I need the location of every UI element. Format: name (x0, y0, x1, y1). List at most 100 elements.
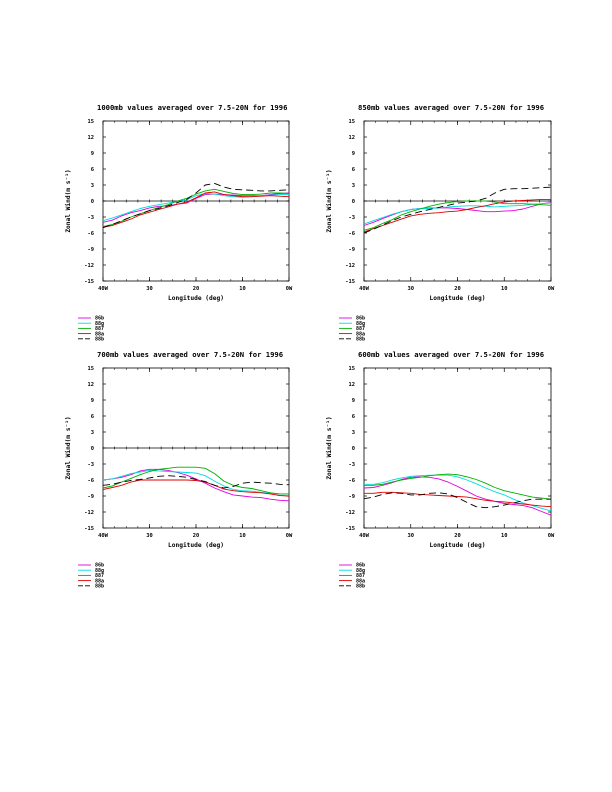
y-tick-label: -6 (349, 478, 356, 484)
y-tick-label: -3 (349, 215, 356, 221)
x-axis-label: Longitude (deg) (168, 294, 224, 302)
y-axis-label: Zonal Wind(m s⁻¹) (325, 169, 333, 232)
legend-label-88b: 88b (95, 584, 104, 590)
x-tick-label: 30 (146, 533, 153, 539)
y-tick-label: 0 (352, 446, 355, 452)
x-axis-label: Longitude (deg) (430, 294, 486, 302)
y-tick-label: 6 (352, 414, 355, 420)
x-tick-label: 20 (454, 533, 461, 539)
x-tick-label: 20 (454, 286, 461, 292)
y-tick-label: 6 (352, 167, 355, 173)
y-tick-label: -6 (88, 231, 95, 237)
x-tick-label: 0W (548, 286, 555, 292)
x-tick-label: 40W (359, 286, 369, 292)
legend-label-88b: 88b (356, 584, 365, 590)
y-tick-label: -12 (84, 510, 94, 516)
y-tick-label: -9 (349, 494, 356, 500)
legend-label-86b: 86b (95, 316, 104, 322)
y-tick-label: 0 (91, 199, 94, 205)
y-tick-label: -12 (345, 510, 355, 516)
series-line-88g (102, 469, 289, 495)
x-axis-label: Longitude (deg) (168, 541, 224, 549)
y-tick-label: 3 (352, 430, 355, 436)
y-tick-label: 15 (88, 366, 95, 372)
y-tick-label: 0 (91, 446, 94, 452)
x-tick-label: 40W (359, 533, 369, 539)
y-tick-label: 9 (352, 398, 355, 404)
legend-label-887: 887 (356, 326, 365, 332)
series-line-887 (102, 466, 289, 495)
y-tick-label: 12 (88, 382, 95, 388)
legend-label-86b: 86b (356, 316, 365, 322)
legend-label-887: 887 (95, 573, 104, 579)
y-axis-label: Zonal Wind(m s⁻¹) (325, 416, 333, 479)
series-line-88b (363, 186, 552, 234)
y-axis-label: Zonal Wind(m s⁻¹) (64, 416, 72, 479)
x-tick-label: 30 (146, 286, 153, 292)
y-tick-label: -9 (88, 494, 95, 500)
x-tick-label: 30 (408, 286, 415, 292)
legend-label-88a: 88a (356, 331, 365, 337)
y-axis-label: Zonal Wind(m s⁻¹) (64, 169, 72, 232)
chart-panel-1: 1000mb values averaged over 7.5-20N for … (64, 103, 293, 343)
legend-label-88a: 88a (95, 331, 104, 337)
x-axis-label: Longitude (deg) (430, 541, 486, 549)
legend-label-887: 887 (356, 573, 365, 579)
y-tick-label: 12 (88, 135, 95, 141)
series-line-88b (102, 475, 290, 489)
x-tick-label: 10 (239, 286, 246, 292)
series-line-88b (102, 182, 290, 229)
series-line-887 (363, 200, 552, 231)
y-tick-label: -12 (84, 263, 94, 269)
x-tick-label: 30 (408, 533, 415, 539)
y-tick-label: -9 (88, 247, 95, 253)
y-tick-label: -6 (349, 231, 356, 237)
series-line-88a (102, 191, 290, 228)
y-tick-label: -3 (88, 462, 95, 468)
x-tick-label: 20 (193, 286, 200, 292)
legend-label-88g: 88g (356, 321, 365, 327)
chart-panel-2: 850mb values averaged over 7.5-20N for 1… (325, 103, 555, 343)
x-tick-label: 10 (501, 286, 508, 292)
x-tick-label: 40W (98, 533, 108, 539)
y-tick-label: 9 (91, 398, 94, 404)
chart-title: 850mb values averaged over 7.5-20N for 1… (358, 103, 544, 112)
series-line-88a (363, 198, 551, 233)
chart-panel-3: 700mb values averaged over 7.5-20N for 1… (64, 350, 293, 590)
x-tick-label: 0W (286, 533, 293, 539)
chart-title: 600mb values averaged over 7.5-20N for 1… (358, 350, 544, 359)
x-tick-label: 10 (501, 533, 508, 539)
series-line-88g (363, 202, 552, 225)
y-tick-label: 15 (349, 119, 356, 125)
y-tick-label: 15 (349, 366, 356, 372)
y-tick-label: -6 (88, 478, 95, 484)
legend-label-88g: 88g (95, 568, 104, 574)
series-line-887 (364, 473, 552, 500)
y-tick-label: -15 (345, 279, 355, 285)
y-tick-label: 15 (88, 119, 95, 125)
y-tick-label: 12 (349, 382, 356, 388)
y-tick-label: 9 (91, 151, 94, 157)
legend-label-88a: 88a (356, 578, 365, 584)
legend-label-88g: 88g (95, 321, 104, 327)
chart-title: 1000mb values averaged over 7.5-20N for … (97, 103, 287, 112)
y-tick-label: 3 (91, 183, 94, 189)
y-tick-label: 3 (91, 430, 94, 436)
legend-label-88a: 88a (95, 578, 104, 584)
y-tick-label: -9 (349, 247, 356, 253)
y-tick-label: -3 (349, 462, 356, 468)
x-tick-label: 20 (193, 533, 200, 539)
y-tick-label: 6 (91, 414, 94, 420)
y-tick-label: 3 (352, 183, 355, 189)
y-tick-label: 12 (349, 135, 356, 141)
y-tick-label: -15 (84, 526, 94, 532)
x-tick-label: 0W (548, 533, 555, 539)
legend-label-86b: 86b (95, 563, 104, 569)
series-line-88a (364, 491, 552, 508)
x-tick-label: 0W (286, 286, 293, 292)
chart-title: 700mb values averaged over 7.5-20N for 1… (97, 350, 283, 359)
x-tick-label: 10 (239, 533, 246, 539)
y-tick-label: -12 (345, 263, 355, 269)
y-tick-label: 9 (352, 151, 355, 157)
